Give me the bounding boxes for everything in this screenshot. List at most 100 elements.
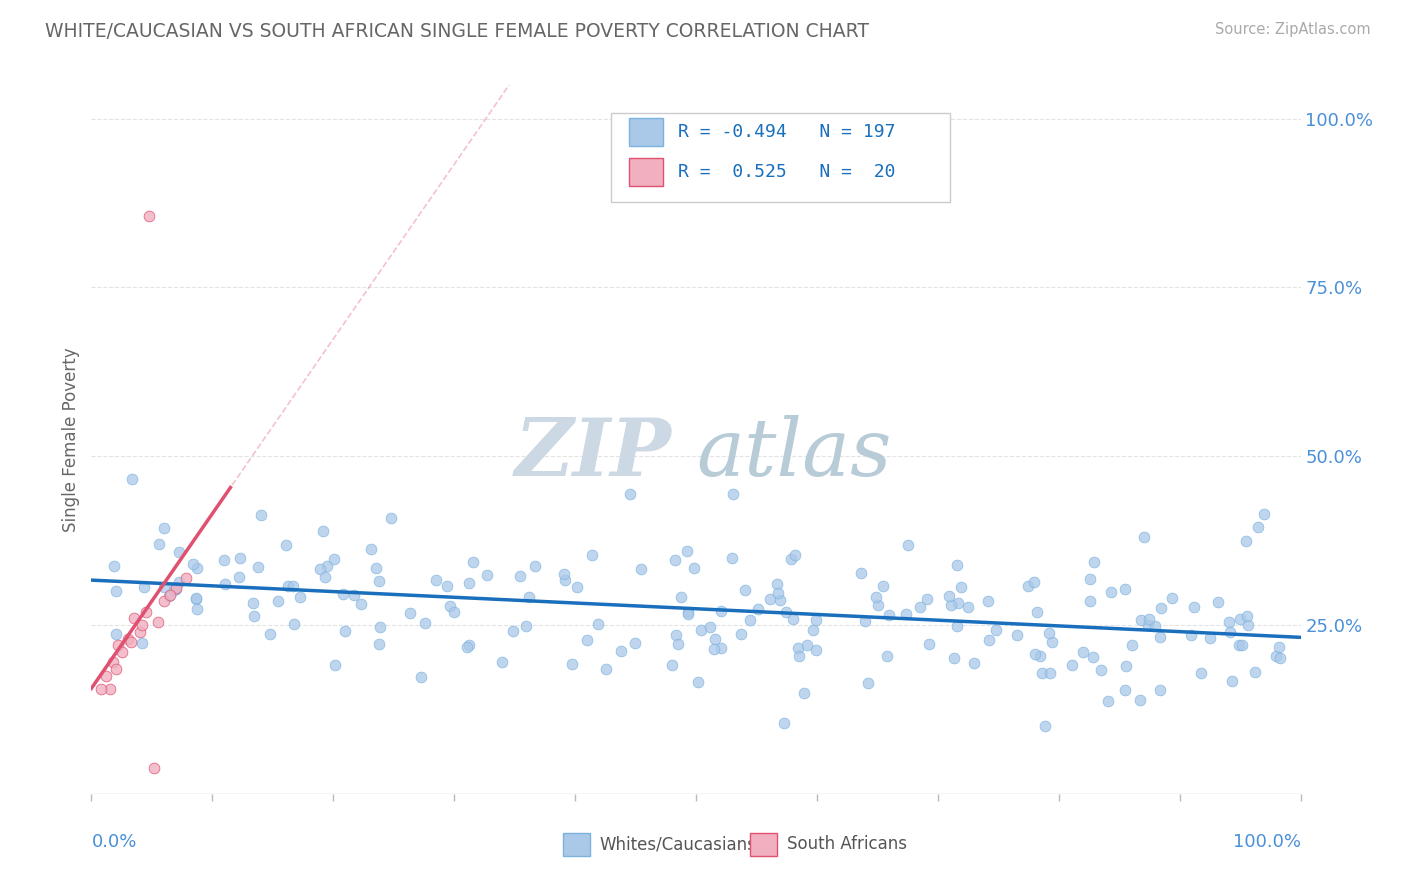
Point <box>288 590 311 604</box>
Point <box>184 591 207 606</box>
FancyBboxPatch shape <box>751 833 778 855</box>
Point <box>595 663 617 677</box>
Point <box>676 605 699 619</box>
Point <box>668 637 690 651</box>
Point <box>413 616 436 631</box>
Point <box>773 715 796 730</box>
Point <box>98 682 121 697</box>
Point <box>458 638 481 652</box>
Point <box>152 521 174 535</box>
Point <box>325 657 347 672</box>
Point <box>1022 574 1045 589</box>
Point <box>976 594 998 608</box>
Point <box>94 669 117 683</box>
Point <box>554 573 576 587</box>
Point <box>896 538 918 552</box>
Point <box>806 643 828 657</box>
Text: 0.0%: 0.0% <box>91 833 136 851</box>
Point <box>111 645 132 659</box>
Point <box>186 591 208 605</box>
Point <box>1160 591 1182 606</box>
Point <box>1136 618 1159 632</box>
Point <box>122 611 145 625</box>
Point <box>368 637 391 651</box>
Point <box>619 487 641 501</box>
Point <box>1130 613 1153 627</box>
Point <box>463 555 485 569</box>
Text: ZIP: ZIP <box>515 415 672 492</box>
Point <box>167 545 190 559</box>
Point <box>1114 683 1136 698</box>
Point <box>1026 605 1049 619</box>
Point <box>1129 693 1152 707</box>
Point <box>984 624 1007 638</box>
Point <box>721 486 744 500</box>
Point <box>793 685 815 699</box>
Point <box>768 593 790 607</box>
Point <box>1033 719 1056 733</box>
Point <box>1220 674 1243 689</box>
Point <box>787 641 810 656</box>
Point <box>858 676 880 690</box>
Point <box>1090 663 1112 677</box>
Point <box>1114 582 1136 596</box>
Point <box>134 581 156 595</box>
Point <box>443 605 465 619</box>
FancyBboxPatch shape <box>562 833 589 855</box>
Point <box>949 580 972 594</box>
Point <box>364 561 387 575</box>
Point <box>283 579 305 593</box>
Point <box>1060 658 1083 673</box>
Point <box>186 602 208 616</box>
Point <box>105 583 128 598</box>
Point <box>332 587 354 601</box>
Point <box>1189 665 1212 680</box>
Point <box>1243 665 1265 679</box>
Point <box>1099 585 1122 599</box>
Point <box>135 605 157 619</box>
Point <box>1230 639 1253 653</box>
Point <box>1144 618 1167 632</box>
Point <box>738 614 761 628</box>
Point <box>214 576 236 591</box>
Point <box>703 641 725 656</box>
Point <box>523 559 546 574</box>
Point <box>425 573 447 587</box>
Point <box>1078 572 1101 586</box>
Point <box>1149 683 1171 698</box>
Point <box>167 574 190 589</box>
Point <box>259 627 281 641</box>
Point <box>399 606 422 620</box>
Point <box>963 657 986 671</box>
Point <box>671 591 693 605</box>
Point <box>1268 651 1291 665</box>
Point <box>101 655 124 669</box>
Point <box>509 569 531 583</box>
Point <box>560 657 582 671</box>
Point <box>148 537 170 551</box>
Point <box>380 510 402 524</box>
Point <box>1236 618 1258 632</box>
Point <box>1133 531 1156 545</box>
Text: South Africans: South Africans <box>786 835 907 854</box>
Point <box>801 623 824 637</box>
Point <box>138 210 160 224</box>
Point <box>105 627 128 641</box>
Point <box>242 596 264 610</box>
Point <box>143 761 166 775</box>
Point <box>946 558 969 573</box>
Point <box>309 562 332 576</box>
Point <box>439 599 461 614</box>
Point <box>117 632 139 646</box>
Point <box>456 640 478 654</box>
Point <box>876 648 898 663</box>
Point <box>588 617 610 632</box>
Point <box>250 508 273 523</box>
Point <box>1198 631 1220 645</box>
Text: atlas: atlas <box>696 415 891 492</box>
Point <box>131 636 153 650</box>
Point <box>153 594 176 608</box>
Point <box>370 620 392 634</box>
FancyBboxPatch shape <box>612 113 950 202</box>
Point <box>1149 630 1171 644</box>
